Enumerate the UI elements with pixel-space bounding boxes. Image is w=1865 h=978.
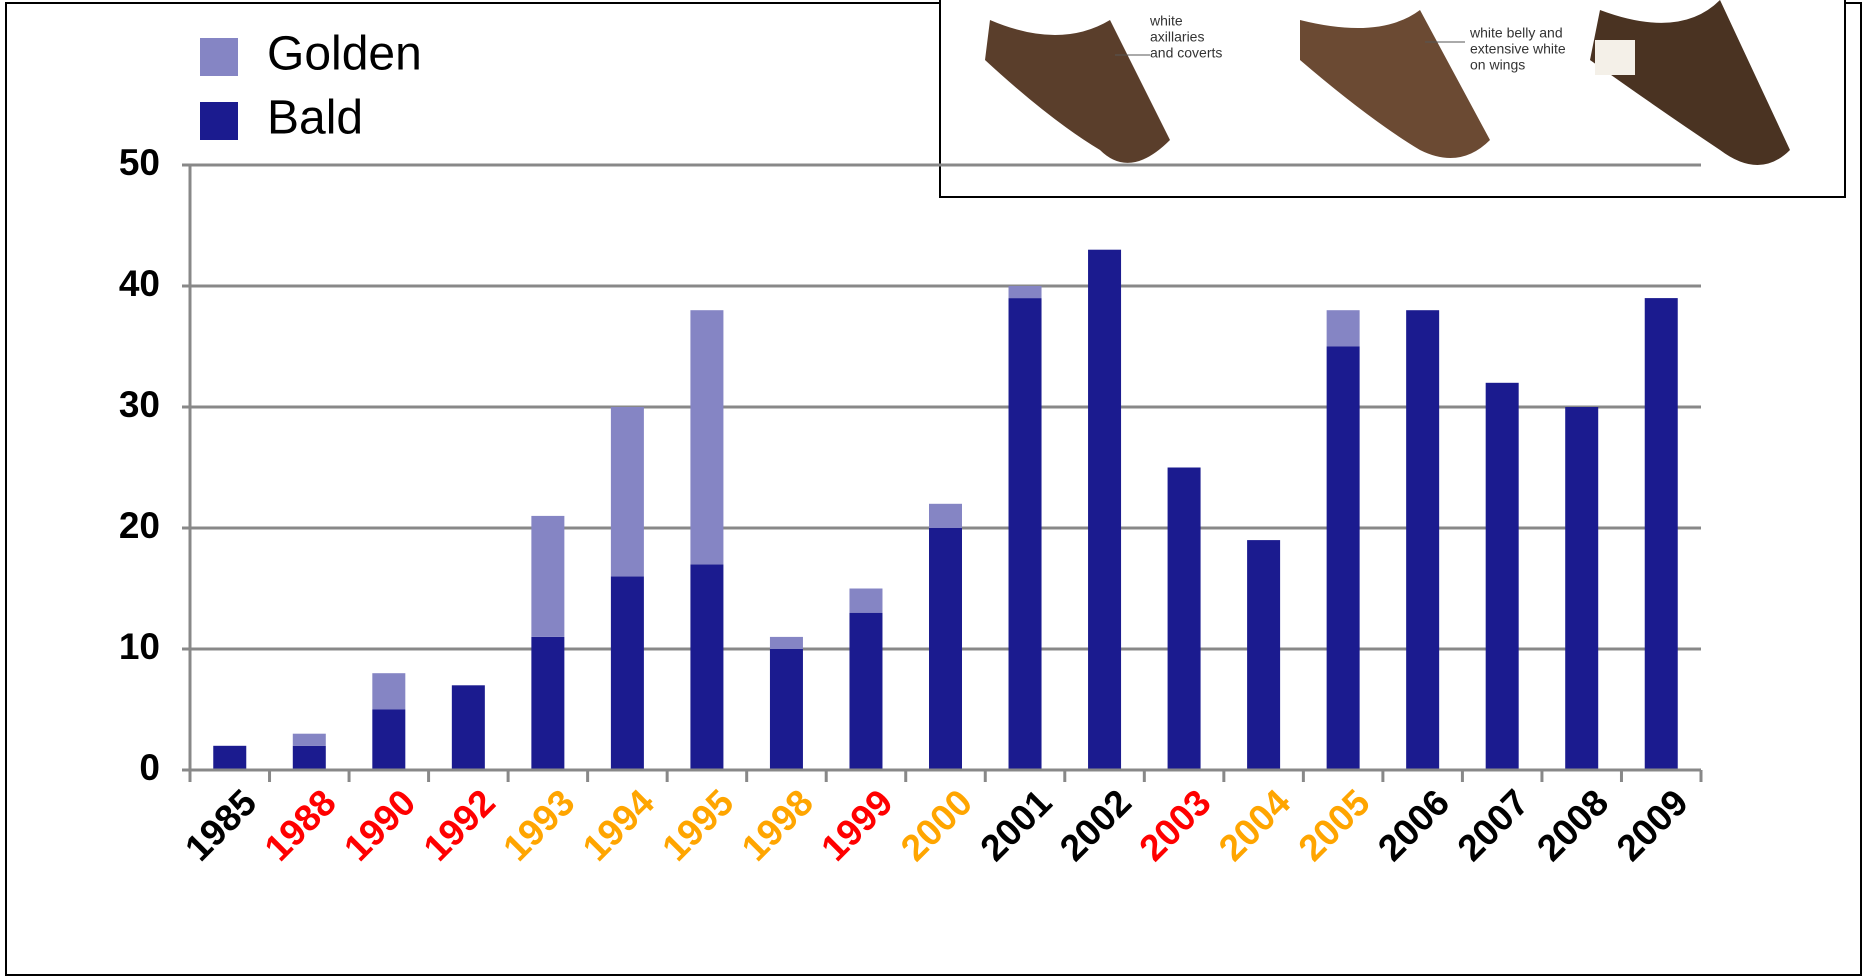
bar-segment: [292, 745, 326, 770]
bar-segment: [1247, 540, 1281, 770]
eagle-shape: [1595, 40, 1635, 75]
bar-segment: [690, 310, 724, 565]
bar-segment: [769, 636, 803, 649]
annotation: on wings: [1470, 57, 1525, 73]
bar-segment: [1008, 286, 1042, 299]
slide-frame: [5, 2, 1862, 976]
x-tick-label: 1998: [734, 782, 821, 869]
bar-segment: [849, 612, 883, 770]
x-tick-label: 2005: [1291, 782, 1378, 869]
eagle-shape: [1590, 0, 1790, 165]
bar-segment: [451, 685, 485, 770]
annotation: and coverts: [1150, 45, 1222, 61]
y-tick-label: 20: [119, 505, 160, 546]
annotation: extensive white: [1470, 41, 1566, 57]
x-tick-label: 1990: [336, 782, 423, 869]
x-tick-label: 1994: [575, 781, 662, 868]
bar-segment: [1008, 298, 1042, 770]
bar-segment: [1088, 249, 1122, 770]
bar-segment: [1485, 382, 1519, 770]
eagle-shape: [985, 20, 1170, 163]
bar-segment: [610, 407, 644, 577]
bar-segment: [849, 588, 883, 613]
x-tick-label: 1995: [654, 782, 741, 869]
eagle-illustration: [939, 0, 1846, 198]
bar-segment: [531, 636, 565, 770]
bar-segment: [610, 576, 644, 770]
bar-segment: [213, 745, 247, 770]
bar-segment: [1326, 310, 1360, 347]
bar-segment: [1644, 298, 1678, 770]
y-tick-label: 0: [139, 747, 160, 788]
bar-segment: [690, 564, 724, 770]
x-tick-label: 2001: [972, 782, 1059, 869]
y-tick-label: 30: [119, 384, 160, 425]
x-tick-label: 1992: [416, 782, 503, 869]
legend-label: Bald: [267, 92, 363, 145]
y-tick-label: 10: [119, 626, 160, 667]
bar-segment: [769, 649, 803, 770]
x-tick-label: 1985: [177, 782, 264, 869]
x-tick-label: 1988: [257, 782, 344, 869]
annotation: white: [1149, 13, 1183, 29]
annotation: axillaries: [1150, 29, 1204, 45]
x-tick-label: 1999: [813, 782, 900, 869]
bar-segment: [292, 733, 326, 746]
bar-segment: [1167, 467, 1201, 770]
eagle-shape: [1300, 10, 1490, 158]
x-tick-label: 2008: [1529, 782, 1616, 869]
x-tick-label: 2003: [1131, 782, 1218, 869]
y-tick-label: 40: [119, 263, 160, 304]
bar-segment: [372, 709, 406, 770]
annotation: white belly and: [1469, 25, 1563, 41]
x-tick-label: 2007: [1450, 782, 1537, 869]
bar-segment: [929, 528, 962, 770]
x-tick-label: 2002: [1052, 782, 1139, 869]
bar-segment: [1565, 407, 1599, 770]
legend-swatch: [200, 38, 238, 76]
x-tick-label: 2004: [1211, 781, 1298, 868]
bar-segment: [531, 515, 565, 637]
x-tick-label: 2006: [1370, 782, 1457, 869]
bar-segment: [929, 503, 962, 528]
legend-swatch: [200, 102, 238, 140]
y-tick-label: 50: [119, 142, 160, 183]
bar-segment: [1326, 346, 1360, 770]
legend-label: Golden: [267, 28, 422, 81]
x-tick-label: 1993: [495, 782, 582, 869]
x-tick-label: 2009: [1609, 782, 1696, 869]
x-tick-label: 2000: [893, 782, 980, 869]
bar-segment: [372, 673, 406, 710]
bar-segment: [1406, 310, 1440, 770]
